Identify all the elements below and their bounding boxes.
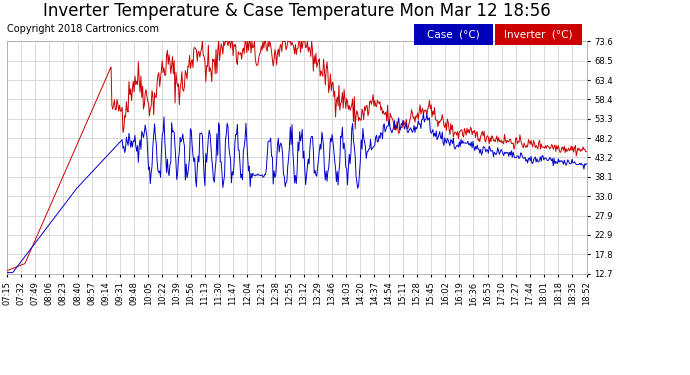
Text: Inverter  (°C): Inverter (°C) bbox=[504, 30, 573, 40]
Text: Case  (°C): Case (°C) bbox=[427, 30, 480, 40]
Text: Copyright 2018 Cartronics.com: Copyright 2018 Cartronics.com bbox=[7, 24, 159, 34]
Title: Inverter Temperature & Case Temperature Mon Mar 12 18:56: Inverter Temperature & Case Temperature … bbox=[43, 2, 551, 20]
